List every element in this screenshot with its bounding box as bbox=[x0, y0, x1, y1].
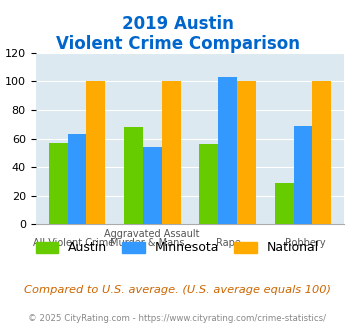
Text: 2019 Austin: 2019 Austin bbox=[121, 15, 234, 33]
Text: Murder & Mans...: Murder & Mans... bbox=[110, 238, 193, 248]
Text: Rape: Rape bbox=[216, 238, 241, 248]
Bar bbox=[86, 82, 105, 224]
Text: All Violent Crime: All Violent Crime bbox=[33, 238, 115, 248]
Text: © 2025 CityRating.com - https://www.cityrating.com/crime-statistics/: © 2025 CityRating.com - https://www.city… bbox=[28, 314, 327, 323]
Text: Compared to U.S. average. (U.S. average equals 100): Compared to U.S. average. (U.S. average … bbox=[24, 285, 331, 295]
Bar bbox=[200, 144, 218, 224]
Legend: Austin, Minnesota, National: Austin, Minnesota, National bbox=[31, 236, 324, 259]
Bar bbox=[67, 134, 86, 224]
Text: Aggravated Assault: Aggravated Assault bbox=[104, 229, 199, 239]
Text: Violent Crime Comparison: Violent Crime Comparison bbox=[55, 35, 300, 53]
Bar bbox=[218, 77, 237, 224]
Bar bbox=[294, 126, 312, 224]
Bar bbox=[162, 82, 180, 224]
Bar bbox=[124, 127, 143, 224]
Bar bbox=[312, 82, 331, 224]
Bar bbox=[275, 183, 294, 224]
Bar bbox=[143, 147, 162, 224]
Text: Robbery: Robbery bbox=[285, 238, 326, 248]
Bar bbox=[49, 143, 67, 224]
Bar bbox=[237, 82, 256, 224]
